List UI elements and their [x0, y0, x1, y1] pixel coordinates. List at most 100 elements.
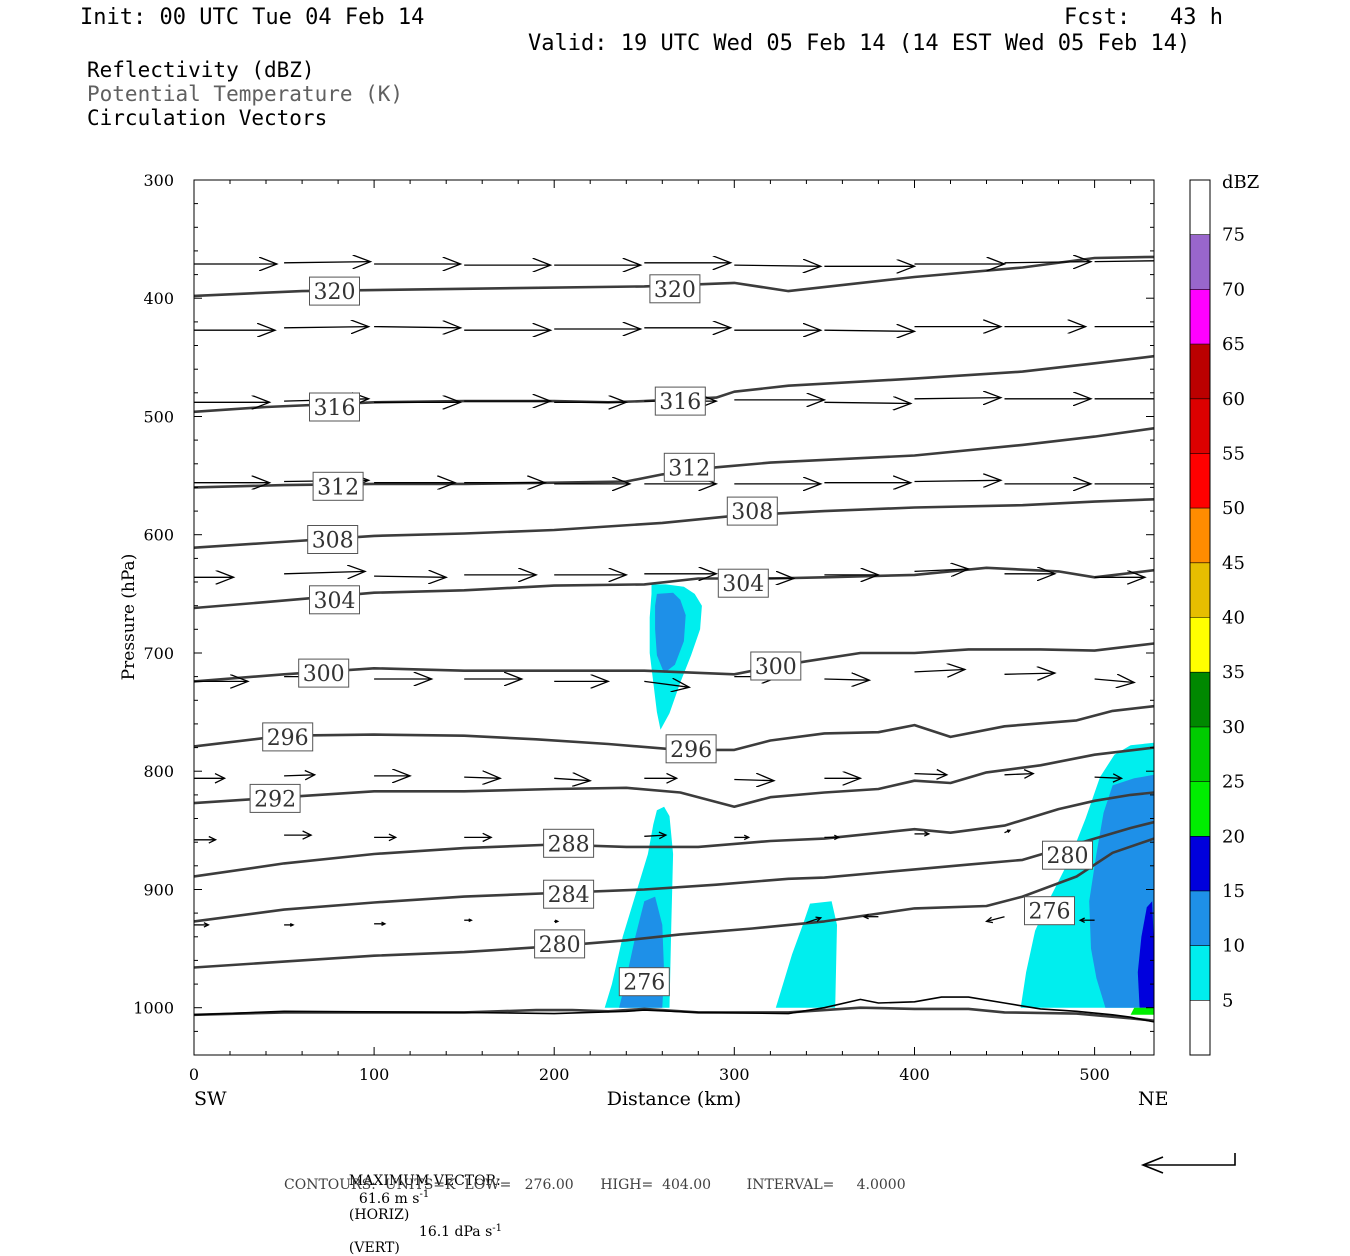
colorbar-swatch: [1190, 617, 1210, 673]
colorbar-swatch: [1190, 453, 1210, 509]
contour-label-276: 276: [1029, 900, 1071, 925]
circulation-vector: [734, 265, 821, 266]
y-tick-label: 400: [143, 289, 174, 308]
y-tick-label: 1000: [133, 999, 174, 1018]
legend-potential-temperature: Potential Temperature (K): [87, 82, 404, 106]
legend-circulation-vectors: Circulation Vectors: [87, 106, 328, 130]
circulation-vector-head: [554, 919, 560, 924]
colorbar-level-label: 50: [1222, 498, 1245, 519]
y-tick-label: 600: [143, 526, 174, 545]
circulation-vector: [914, 398, 1001, 399]
circulation-vector-head: [468, 918, 473, 923]
circulation-vector-head: [985, 916, 994, 924]
contour-label-312: 312: [317, 475, 359, 500]
legend-reflectivity: Reflectivity (dBZ): [87, 58, 315, 82]
colorbar-swatch: [1190, 344, 1210, 399]
colorbar-level-label: 10: [1222, 936, 1245, 957]
colorbar-level-label: 30: [1222, 717, 1245, 738]
colorbar: 5 10 15 20 25 30 35 40 45 50 55 60 65 70 75: [1189, 179, 1245, 1056]
colorbar-level-label: 70: [1222, 279, 1245, 300]
circulation-vector-head: [1112, 773, 1124, 783]
x-tick-label: 0: [189, 1065, 199, 1084]
circulation-vector: [986, 916, 1005, 923]
contour-label-box: [249, 783, 301, 813]
contour-label-box: [543, 828, 595, 858]
contour-label-312: 312: [668, 456, 710, 481]
contour-label-box: [654, 386, 706, 416]
colorbar-swatch: [1190, 945, 1210, 1001]
circulation-vector-head: [936, 768, 949, 780]
contour-label-box: [298, 658, 350, 688]
contour-label-284: 284: [548, 883, 590, 908]
circulation-vector: [824, 330, 914, 331]
circulation-vector: [1004, 772, 1034, 776]
x-tick-label: 500: [1079, 1065, 1110, 1084]
y-tick-label: 300: [143, 171, 174, 190]
contour-label-box: [262, 722, 314, 752]
contour-label-320: 320: [654, 278, 696, 303]
colorbar-swatch: [1190, 726, 1210, 782]
circulation-vector-head: [381, 921, 387, 926]
reflectivity-area-10dbz: [655, 592, 686, 674]
colorbar-level-label: 15: [1222, 881, 1245, 902]
max-vector-line: MAXIMUM VECTOR: 61.6 m s-1 (HORIZ) 16.1 …: [340, 1157, 502, 1256]
contour-label-280: 280: [539, 933, 581, 958]
circulation-vector: [284, 774, 315, 777]
circulation-vector: [374, 576, 446, 577]
contour-label-box: [1024, 896, 1075, 926]
circulation-vector: [284, 571, 365, 573]
contour-label-box: [309, 585, 360, 615]
circulation-vector: [1004, 673, 1055, 674]
colorbar-swatch: [1190, 890, 1210, 946]
circulation-vector: [1004, 262, 1092, 263]
contour-label-box: [750, 651, 802, 681]
colorbar-swatch: [1190, 289, 1210, 345]
circulation-vector: [914, 480, 1001, 481]
contour-label-box: [534, 929, 586, 959]
circulation-vector-head: [862, 913, 869, 920]
contour-label-box: [663, 452, 715, 482]
colorbar-level-label: 20: [1222, 826, 1245, 847]
contour-label-280: 280: [1047, 844, 1089, 869]
circulation-vector: [554, 778, 590, 780]
reflectivity-area-5dbz: [775, 901, 837, 1008]
colorbar-swatch: [1190, 836, 1210, 891]
reference-vector-icon: [1140, 1153, 1236, 1174]
init-label: Init: 00 UTC Tue 04 Feb 14: [80, 5, 425, 30]
circulation-vector: [374, 327, 461, 328]
x-tick-label: 100: [359, 1065, 390, 1084]
theta-contour-288: [194, 791, 1154, 878]
contour-label-296: 296: [670, 738, 712, 763]
colorbar-level-label: 35: [1222, 662, 1245, 683]
contours-info-line: CONTOURS: UNITS=K LOW= 276.00 HIGH= 404.…: [284, 1177, 906, 1193]
circulation-vector-head: [924, 831, 931, 837]
contour-label-box: [665, 734, 717, 764]
contour-label-300: 300: [755, 655, 797, 680]
circulation-vector: [284, 327, 369, 328]
circulation-vector: [914, 772, 947, 776]
colorbar-level-label: 45: [1222, 553, 1245, 574]
contour-label-308: 308: [731, 500, 773, 525]
circulation-vector: [734, 780, 774, 781]
circulation-vector-head: [302, 830, 313, 840]
max-vector-horiz-unit: (HORIZ): [348, 1206, 410, 1223]
circulation-vector-head: [1006, 829, 1012, 834]
circulation-vector: [1094, 260, 1154, 263]
circulation-vector-head: [214, 773, 227, 784]
circulation-vector-head: [1078, 917, 1085, 923]
y-axis-label: Pressure (hPa): [119, 554, 139, 681]
circulation-vector-head: [289, 923, 295, 927]
contour-label-304: 304: [314, 589, 356, 614]
contour-label-320: 320: [314, 280, 356, 305]
circulation-vector-head: [658, 831, 668, 840]
x-axis-label: Distance (km): [607, 1088, 742, 1110]
circulation-vector: [824, 402, 910, 403]
max-vector-vert-unit: (VERT): [348, 1240, 400, 1256]
colorbar-level-label: 75: [1222, 225, 1245, 246]
colorbar-swatch: [1190, 180, 1210, 235]
theta-contour-312: [194, 427, 1154, 489]
contour-label-box: [312, 471, 364, 501]
contour-label-box: [307, 525, 359, 554]
contour-label-300: 300: [303, 662, 345, 687]
